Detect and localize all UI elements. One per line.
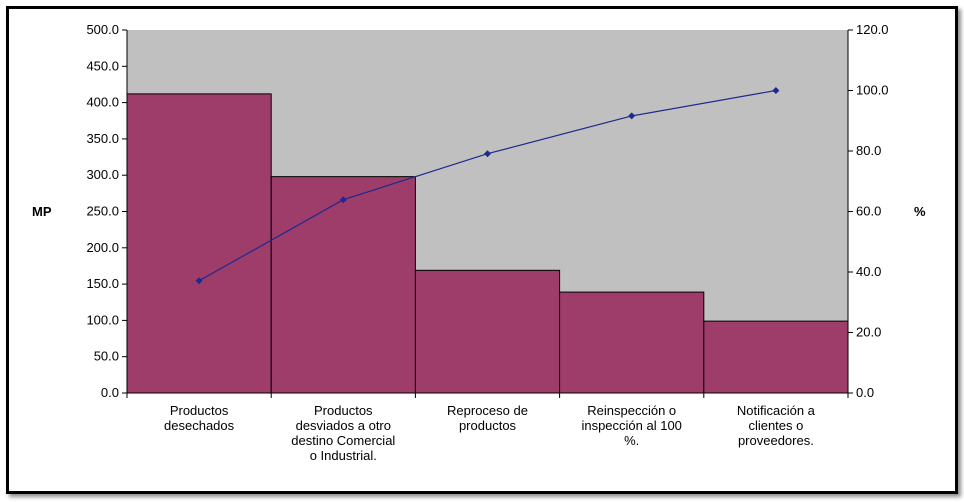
y-tick-label: 300.0: [86, 167, 119, 182]
line-point: [195, 277, 203, 285]
bar-series: [126, 93, 849, 394]
x-tick-label: Reinspección o: [587, 403, 676, 418]
y-tick-label: 0.0: [101, 385, 119, 400]
x-tick-label: %.: [624, 433, 639, 448]
x-tick-label: Notificación a: [737, 403, 816, 418]
x-tick-label: productos: [459, 418, 517, 433]
bar: [414, 269, 561, 394]
x-tick-label: inspección al 100: [581, 418, 681, 433]
x-tick-label: Productos: [314, 403, 373, 418]
y-tick-label: 450.0: [86, 58, 119, 73]
y-tick-label: 400.0: [86, 95, 119, 110]
y2-tick-label: 0.0: [856, 385, 874, 400]
x-tick-label: Productos: [170, 403, 229, 418]
x-tick-label: desechados: [164, 418, 235, 433]
right-axis-ticks: 0.0 20.0 40.0 60.0 80.0 100.0 120.0: [848, 22, 889, 400]
y-axis-title: MP: [32, 204, 52, 219]
cumulative-line-series: [195, 87, 780, 285]
bar: [559, 291, 705, 394]
y2-tick-label: 80.0: [856, 143, 881, 158]
x-tick-label: desviados a otro: [296, 418, 391, 433]
x-tick-label: o Industrial.: [310, 448, 377, 463]
x-tick-label: proveedores.: [738, 433, 814, 448]
y-tick-label: 250.0: [86, 204, 119, 219]
bar: [703, 320, 849, 394]
left-axis-ticks: 0.0 50.0 100.0 150.0 200.0 250.0 300.0 350.0 400…: [86, 22, 127, 400]
y2-tick-label: 20.0: [856, 325, 881, 340]
x-tick-label: destino Comercial: [291, 433, 395, 448]
y2-tick-label: 120.0: [856, 22, 889, 37]
y-tick-label: 100.0: [86, 312, 119, 327]
line-point: [339, 196, 347, 204]
x-tick-label: clientes o: [748, 418, 803, 433]
bar: [126, 93, 272, 394]
line-point: [484, 150, 491, 158]
y-tick-label: 50.0: [94, 349, 119, 364]
bar: [270, 176, 416, 394]
y2-axis-title: %: [914, 204, 926, 219]
y-tick-label: 200.0: [86, 240, 119, 255]
y-tick-label: 500.0: [86, 22, 119, 37]
y2-tick-label: 100.0: [856, 83, 889, 98]
y-tick-label: 350.0: [86, 131, 119, 146]
y2-tick-label: 40.0: [856, 264, 881, 279]
y2-tick-label: 60.0: [856, 204, 881, 219]
x-tick-label: Reproceso de: [447, 403, 528, 418]
line-point: [772, 87, 780, 94]
y-tick-label: 150.0: [86, 276, 119, 291]
line-point: [628, 112, 636, 120]
